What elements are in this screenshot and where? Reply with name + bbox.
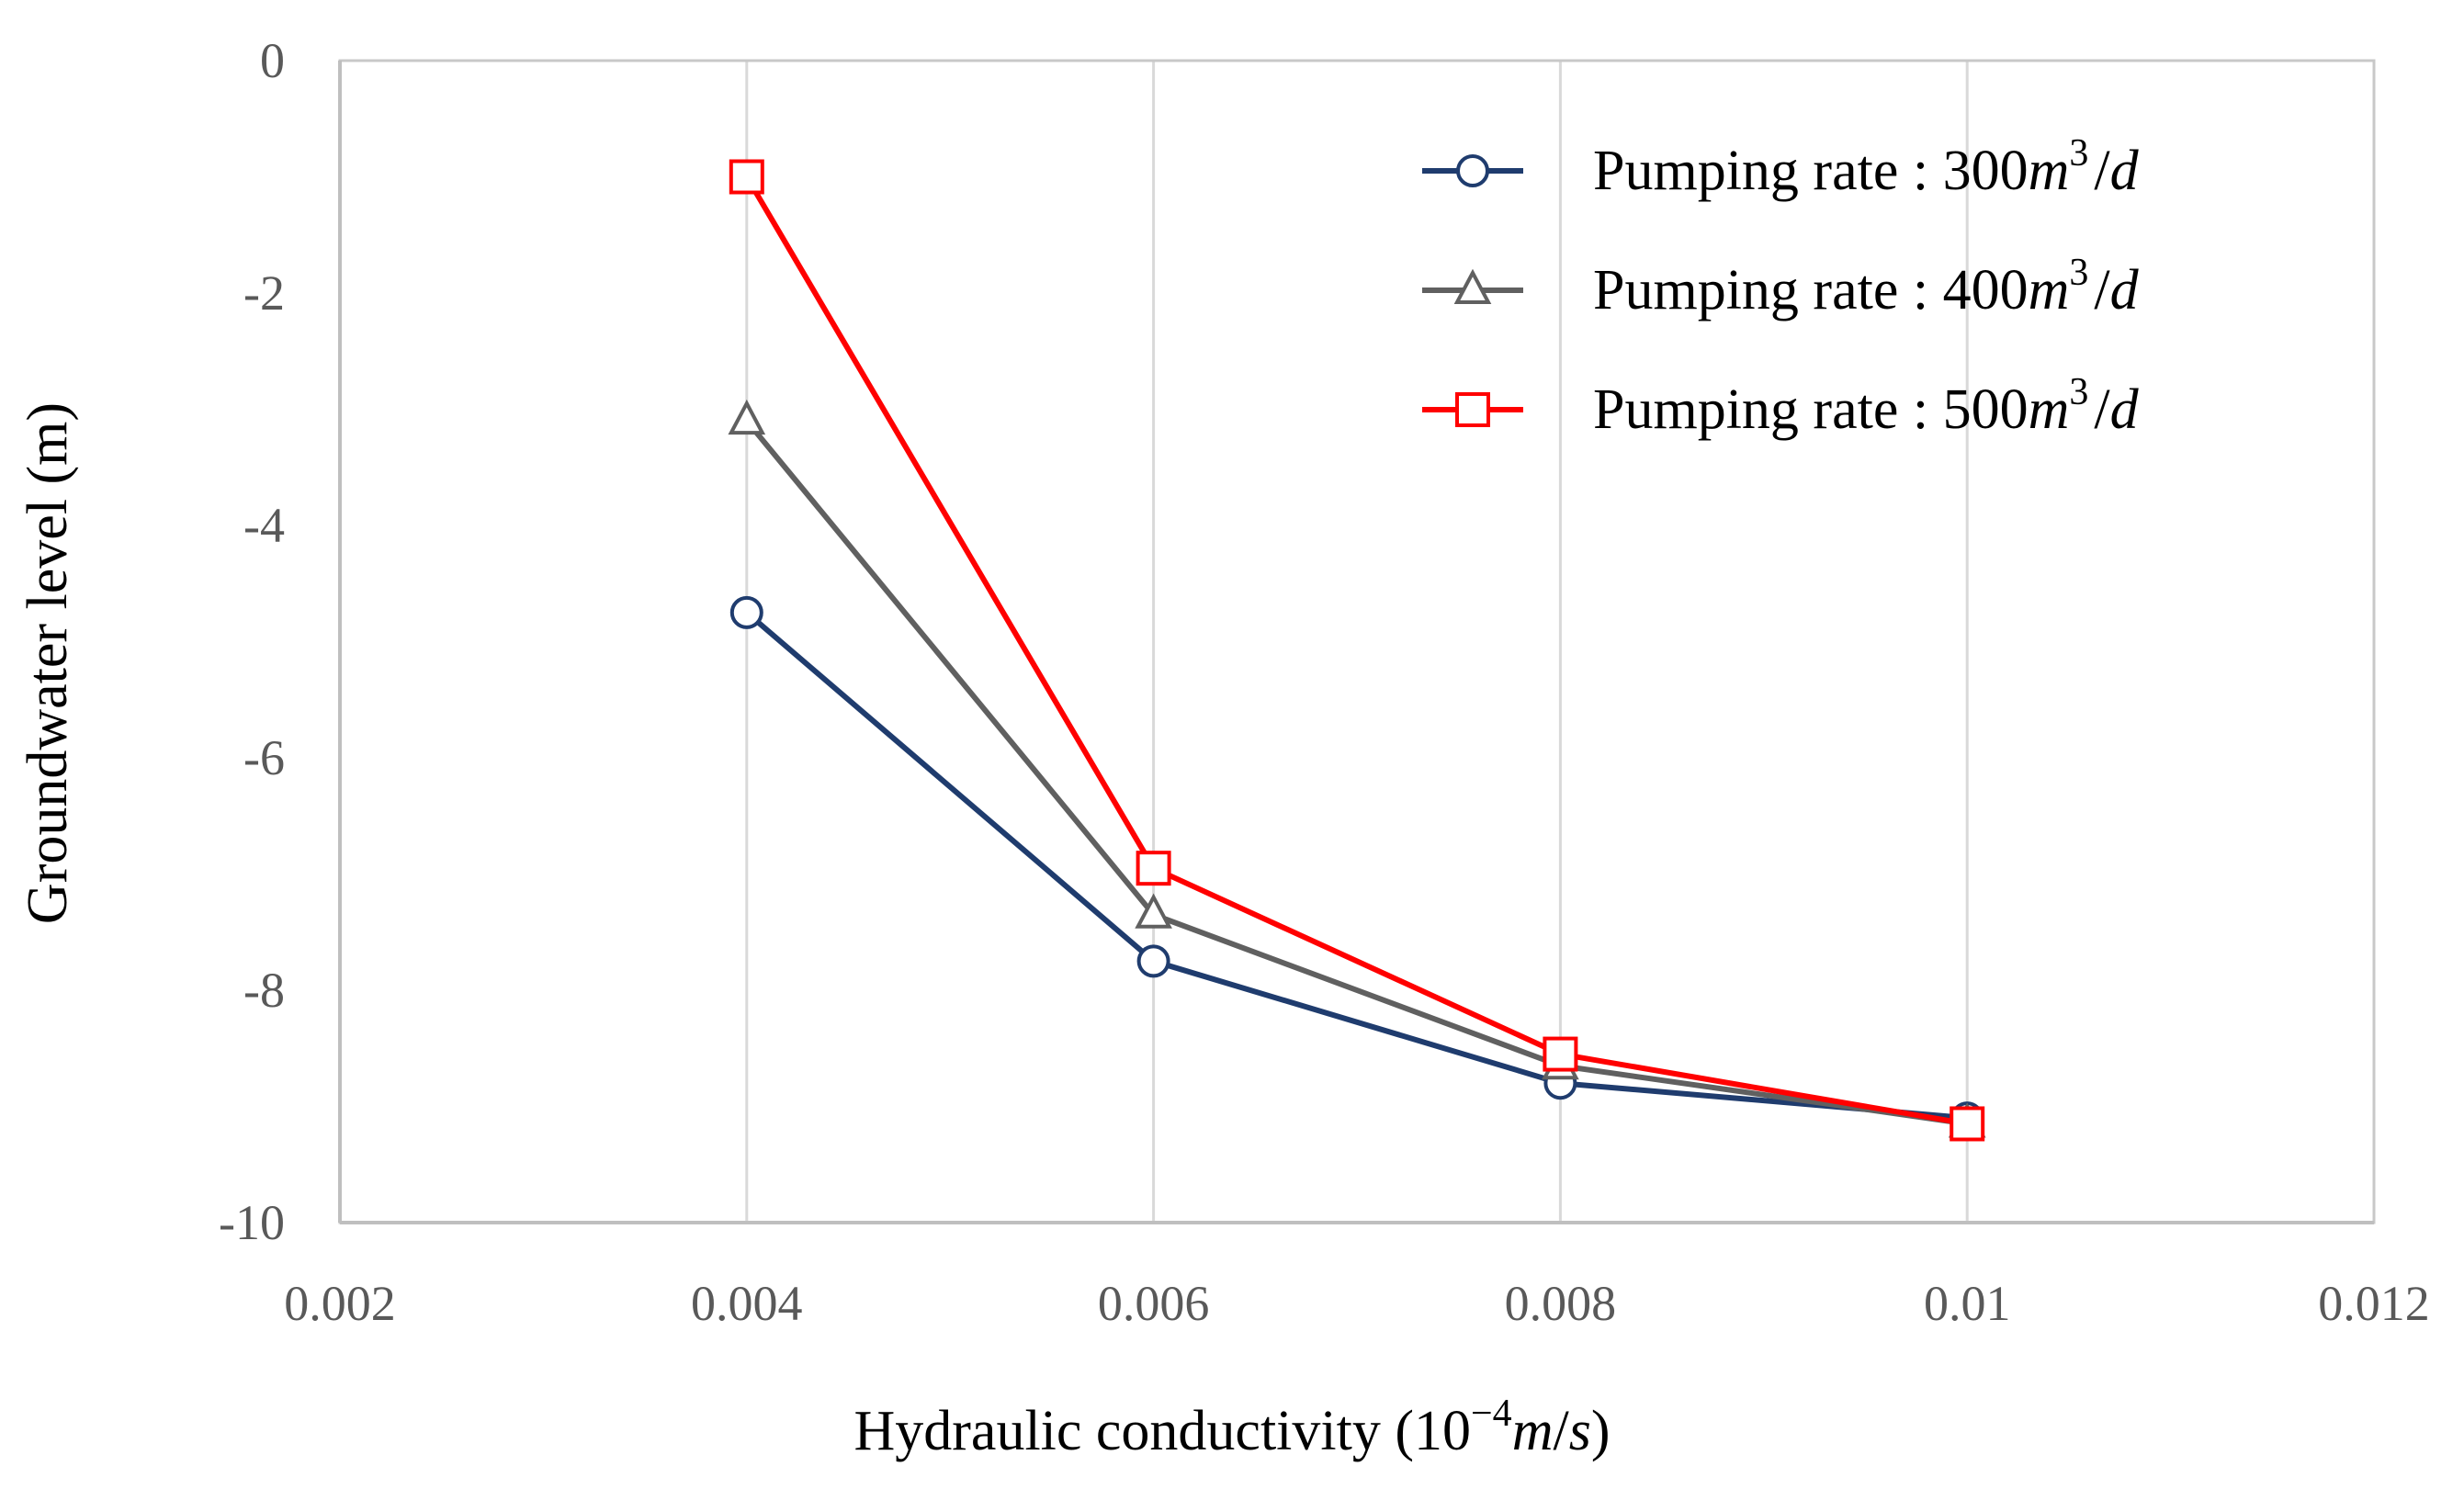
data-point-circle <box>1136 944 1170 978</box>
data-point-square <box>729 159 764 195</box>
data-point-triangle <box>728 399 766 435</box>
y-axis-title: Groundwater level (m) <box>17 402 79 924</box>
y-tick-label: -2 <box>243 265 285 321</box>
legend-item: Pumping rate : 400m3/d <box>1422 252 2140 321</box>
y-tick-label: -6 <box>243 730 285 785</box>
data-point-square <box>1543 1036 1578 1072</box>
x-tick-labels: 0.002 0.004 0.006 0.008 0.01 0.012 <box>284 1276 2430 1331</box>
legend-item: Pumping rate : 500m3/d <box>1422 371 2140 441</box>
legend-marker-circle <box>1456 154 1489 187</box>
x-tick-label: 0.008 <box>1505 1276 1617 1331</box>
x-axis-title-slash: / <box>1553 1400 1569 1462</box>
legend: Pumping rate : 300m3/d Pumping rate : 400… <box>1422 132 2140 441</box>
x-axis-title: Hydraulic conductivity (10−4m/s) <box>854 1393 1611 1462</box>
x-tick-label: 0.002 <box>284 1276 396 1331</box>
legend-label: Pumping rate : 400m3/d <box>1593 252 2140 321</box>
series-3 <box>729 159 1985 1142</box>
plot-area-frame <box>338 59 2376 1224</box>
y-tick-label: -4 <box>243 498 285 553</box>
y-tick-label: -10 <box>219 1195 285 1250</box>
series-layer <box>728 159 1986 1142</box>
series-2 <box>728 399 1986 1138</box>
data-point-square <box>1136 851 1171 886</box>
y-tick-label: 0 <box>260 33 285 88</box>
x-axis-title-close: ) <box>1591 1400 1611 1462</box>
legend-item: Pumping rate : 300m3/d <box>1422 132 2140 202</box>
x-tick-label: 0.006 <box>1098 1276 1210 1331</box>
data-point-circle <box>729 595 763 629</box>
series-1 <box>729 595 1984 1135</box>
series-line <box>744 610 1968 1122</box>
x-axis-title-exponent: −4 <box>1471 1393 1512 1435</box>
legend-marker-triangle <box>1453 268 1492 304</box>
x-axis-title-time: s <box>1569 1400 1591 1462</box>
x-tick-label: 0.01 <box>1924 1276 2011 1331</box>
legend-marker-square <box>1455 392 1490 427</box>
series-line <box>744 175 1968 1127</box>
data-point-triangle <box>1135 893 1172 929</box>
x-axis-title-unit: m <box>1512 1400 1554 1462</box>
grid-lines <box>745 61 1969 1223</box>
y-tick-label: -8 <box>243 963 285 1018</box>
legend-label: Pumping rate : 300m3/d <box>1593 132 2140 202</box>
series-line <box>744 419 1968 1127</box>
x-axis-title-text: Hydraulic conductivity (10 <box>854 1400 1472 1462</box>
legend-label: Pumping rate : 500m3/d <box>1593 371 2140 441</box>
data-point-square <box>1950 1106 1985 1142</box>
y-tick-labels: 0 -2 -4 -6 -8 -10 <box>219 33 285 1250</box>
x-tick-label: 0.012 <box>2318 1276 2430 1331</box>
x-tick-label: 0.004 <box>691 1276 803 1331</box>
